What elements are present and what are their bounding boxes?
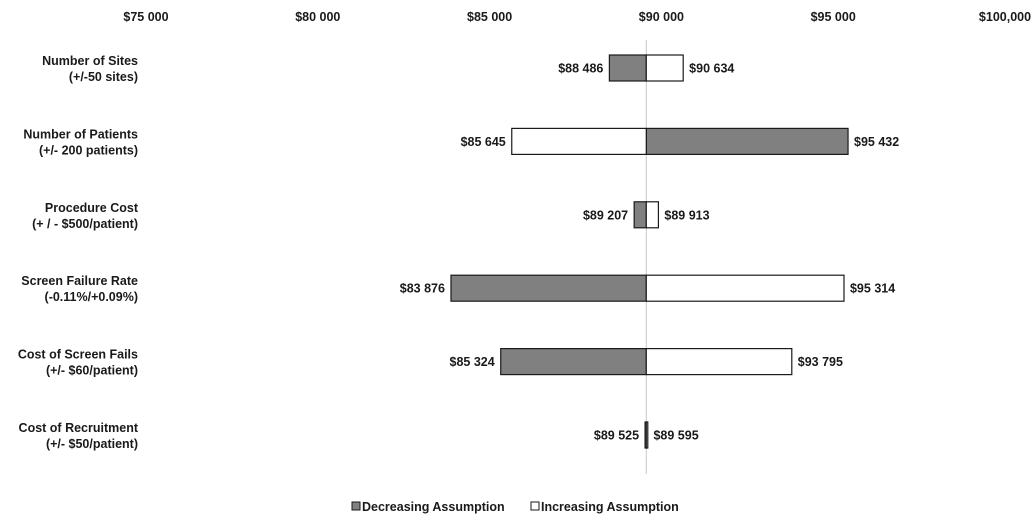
legend-swatch — [351, 501, 361, 511]
decreasing-bar — [608, 54, 647, 82]
x-tick-label: $85 000 — [467, 10, 512, 24]
decreasing-value-label: $89 525 — [594, 429, 639, 443]
category-range-label: (+/- 200 patients) — [39, 143, 138, 157]
category-label: Cost of Recruitment — [19, 421, 139, 435]
x-tick-label: $100,000 — [979, 10, 1031, 24]
decreasing-bar — [450, 274, 647, 302]
x-tick-label: $75 000 — [123, 10, 168, 24]
increasing-bar — [511, 127, 647, 155]
category-range-label: (+/- $60/patient) — [46, 364, 138, 378]
increasing-bar — [645, 274, 845, 302]
increasing-value-label: $89 913 — [664, 208, 709, 222]
category-range-label: (+ / - $500/patient) — [32, 217, 138, 231]
increasing-bar — [645, 348, 793, 376]
category-row: Cost of Screen Fails (+/- $60/patient) $85… — [18, 348, 843, 378]
category-label: Number of Sites — [42, 54, 138, 68]
legend-swatch — [530, 501, 540, 511]
category-label: Cost of Screen Fails — [18, 348, 138, 362]
legend: Decreasing Assumption Increasing Assumpti… — [351, 500, 679, 514]
category-row: Procedure Cost (+ / - $500/patient) $89 20… — [32, 201, 710, 231]
decreasing-bar — [500, 348, 647, 376]
decreasing-value-label: $88 486 — [558, 62, 603, 76]
increasing-value-label: $85 645 — [461, 135, 506, 149]
category-row: Cost of Recruitment (+/- $50/patient) $89 … — [19, 421, 699, 451]
x-tick-label: $90 000 — [639, 10, 684, 24]
decreasing-bar — [645, 127, 849, 155]
decreasing-value-label: $95 432 — [854, 135, 899, 149]
x-axis: $75 000 $80 000 $85 000 $90 000 $95 000 $100,… — [123, 10, 1031, 24]
x-tick-label: $95 000 — [811, 10, 856, 24]
increasing-value-label: $93 795 — [798, 355, 843, 369]
category-row: Number of Sites (+/-50 sites) $88 486 $90 6… — [42, 54, 734, 84]
x-tick-label: $80 000 — [295, 10, 340, 24]
increasing-bar — [645, 421, 649, 449]
legend-label: Increasing Assumption — [541, 500, 679, 514]
increasing-value-label: $95 314 — [850, 282, 895, 296]
category-range-label: (+/- $50/patient) — [46, 437, 138, 451]
increasing-value-label: $89 595 — [653, 429, 698, 443]
legend-label: Decreasing Assumption — [362, 500, 505, 514]
category-row: Number of Patients (+/- 200 patients) $95 … — [23, 127, 899, 157]
category-range-label: (+/-50 sites) — [69, 70, 138, 84]
decreasing-value-label: $83 876 — [400, 282, 445, 296]
decreasing-value-label: $89 207 — [583, 208, 628, 222]
category-range-label: (-0.11%/+0.09%) — [45, 290, 138, 304]
decreasing-value-label: $85 324 — [450, 355, 495, 369]
increasing-bar — [645, 54, 684, 82]
category-label: Screen Failure Rate — [21, 274, 138, 288]
category-label: Procedure Cost — [45, 201, 139, 215]
category-row: Screen Failure Rate (-0.11%/+0.09%) $83 87… — [21, 274, 895, 304]
increasing-bar — [645, 201, 660, 229]
increasing-value-label: $90 634 — [689, 62, 734, 76]
category-label: Number of Patients — [23, 127, 138, 141]
decreasing-bar — [633, 201, 647, 229]
